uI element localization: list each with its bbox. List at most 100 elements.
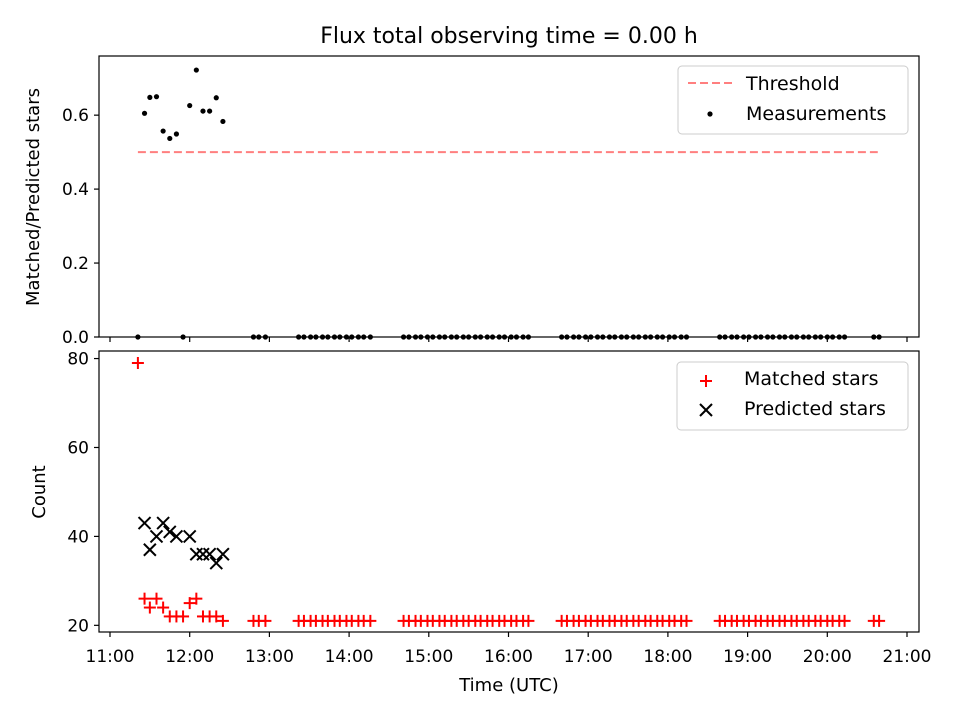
measurement-point [313, 334, 319, 340]
predicted-stars-point [163, 525, 177, 539]
measurement-point [818, 334, 824, 340]
measurement-point [564, 334, 570, 340]
measurement-point [782, 334, 788, 340]
matched-stars-point [177, 610, 190, 623]
measurement-point [307, 334, 314, 340]
measurement-point [642, 334, 648, 340]
measurement-point [160, 128, 166, 134]
matched-stars-point [680, 614, 693, 627]
measurement-point [734, 334, 740, 340]
bottom-xtick-label: 15:00 [404, 647, 453, 667]
measurement-point [559, 334, 565, 340]
measurement-point [484, 334, 490, 340]
measurement-point [501, 334, 508, 340]
measurement-point [717, 334, 723, 340]
measurement-point [871, 334, 877, 340]
measurement-point [187, 102, 193, 109]
measurement-point [180, 334, 186, 340]
bottom-ytick-label: 20 [67, 616, 89, 636]
bottom-panel: Count Time (UTC) 20 40 60 80 11:00 12:00 13:0… [29, 350, 932, 696]
measurement-point [683, 334, 690, 340]
predicted-stars-point [137, 516, 152, 530]
measurement-point [612, 334, 618, 340]
measurement-point [349, 334, 355, 340]
measurement-point [460, 334, 466, 340]
measurement-point [343, 334, 350, 340]
measurement-point [147, 94, 153, 101]
measurement-point [200, 108, 206, 114]
bottom-legend: Matched stars Predicted stars [676, 361, 909, 431]
matched-stars-point [183, 597, 196, 610]
measurement-point [466, 334, 472, 340]
top-legend: Threshold Measurements [677, 65, 909, 135]
matched-stars-point [259, 614, 272, 627]
measurement-point [582, 334, 589, 340]
predicted-stars-point [209, 556, 223, 570]
measurement-point [193, 67, 199, 73]
matched-stars-point [138, 592, 151, 605]
measurement-point [207, 108, 213, 114]
measurement-point [430, 334, 436, 340]
predicted-stars-point [169, 529, 184, 544]
measurement-point [325, 334, 331, 340]
top-ytick-label: 0.0 [62, 328, 89, 348]
measurement-point [489, 334, 496, 340]
matched-stars-point [216, 614, 229, 627]
matched-stars-point [131, 357, 144, 370]
measurement-point [729, 334, 735, 340]
measurement-point [806, 334, 812, 340]
measurement-point [606, 334, 613, 340]
top-ytick-label: 0.6 [62, 106, 89, 126]
measurement-point [666, 334, 672, 340]
bottom-xtick-label: 14:00 [325, 647, 374, 667]
measurement-point [600, 334, 606, 340]
bottom-xtick-label: 12:00 [165, 647, 214, 667]
matched-stars-point [522, 614, 535, 627]
measurement-point [454, 334, 460, 340]
measurement-point [418, 334, 424, 340]
matched-stars-point [210, 610, 223, 623]
measurements-legend-label: Measurements [746, 103, 886, 125]
predicted-stars-point [156, 516, 170, 530]
measurement-point [800, 334, 806, 340]
matched-stars-point [157, 601, 170, 614]
top-ytick-label: 0.4 [62, 180, 89, 200]
measurement-point [262, 334, 269, 340]
bottom-legend-box [676, 361, 909, 431]
predicted-stars-legend-swatch [699, 403, 713, 417]
measurement-point [213, 95, 219, 101]
measurement-point [525, 334, 532, 340]
bottom-y-axis-label: Count [29, 465, 50, 518]
measurement-point [764, 334, 771, 340]
measurement-point [758, 334, 764, 340]
top-y-ticks: 0.0 0.2 0.4 0.6 [62, 106, 99, 348]
measurement-point [794, 334, 800, 340]
measurement-point [355, 334, 361, 340]
measurement-point [570, 334, 577, 340]
measurement-point [442, 334, 448, 340]
matched-stars-point [364, 614, 377, 627]
measurement-point [301, 334, 307, 340]
measurement-point [841, 334, 848, 340]
measurement-point [296, 334, 302, 340]
top-legend-box [677, 65, 909, 135]
measurement-point [618, 334, 625, 340]
matched-stars-point [150, 592, 163, 605]
measurement-point [836, 334, 842, 340]
measurement-point [741, 334, 747, 340]
bottom-x-ticks: 11:00 12:00 13:00 14:00 15:00 16:00 17:00 18:00… [86, 632, 932, 667]
bottom-xtick-label: 21:00 [883, 647, 932, 667]
measurement-point [824, 334, 830, 340]
top-y-axis-label: Matched/Predicted stars [23, 88, 44, 306]
measurement-point [256, 334, 262, 340]
measurement-point [361, 334, 367, 340]
measurement-point [594, 334, 601, 340]
measurement-point [588, 334, 594, 340]
bottom-y-ticks: 20 40 60 80 [67, 350, 99, 636]
measurement-point [776, 334, 783, 340]
chart-title: Flux total observing time = 0.00 h [320, 24, 698, 49]
bottom-xtick-label: 16:00 [484, 647, 533, 667]
measurement-point [671, 334, 678, 340]
measurement-point [624, 334, 630, 340]
